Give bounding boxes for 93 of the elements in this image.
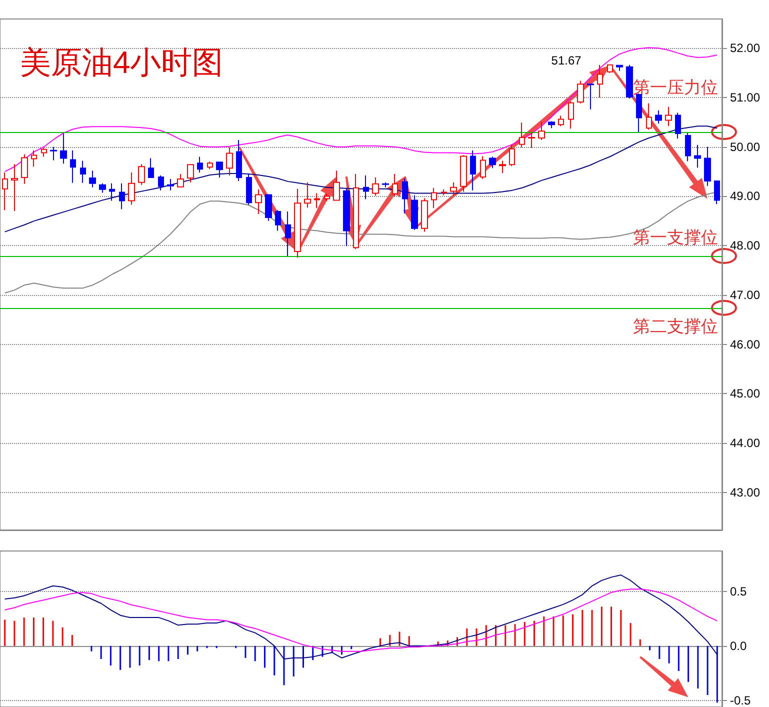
candlestick bbox=[694, 144, 701, 168]
candlestick bbox=[597, 64, 603, 98]
candlestick bbox=[197, 156, 203, 174]
candlestick bbox=[558, 115, 564, 127]
candlestick bbox=[275, 210, 281, 232]
y-tick-label: 52.00 bbox=[730, 41, 760, 56]
candlestick bbox=[167, 178, 174, 191]
candlestick bbox=[285, 211, 291, 256]
candlestick bbox=[372, 176, 379, 196]
annotation: 51.67 bbox=[551, 53, 582, 68]
candlestick bbox=[704, 146, 711, 186]
candlestick bbox=[21, 154, 28, 184]
candlestick bbox=[89, 170, 96, 188]
y-tick-label: 51.00 bbox=[730, 90, 760, 104]
candlestick bbox=[128, 172, 135, 206]
candlestick bbox=[177, 174, 184, 188]
candlestick bbox=[626, 64, 633, 99]
candlestick bbox=[70, 150, 76, 184]
candlestick bbox=[411, 194, 418, 230]
candlestick bbox=[509, 144, 515, 167]
candlestick bbox=[470, 150, 476, 191]
candlestick bbox=[148, 158, 154, 178]
candlestick bbox=[714, 180, 720, 205]
candlestick bbox=[489, 156, 496, 169]
candlestick bbox=[665, 106, 672, 127]
candlestick bbox=[480, 156, 486, 180]
text: 美原油4小时图 bbox=[20, 45, 224, 80]
candlestick bbox=[333, 170, 340, 202]
candlestick bbox=[402, 178, 408, 214]
y-tick-label: 44.00 bbox=[730, 436, 760, 450]
ref-line-label: 第一压力位 bbox=[633, 78, 718, 98]
candlestick bbox=[80, 160, 86, 184]
candlestick bbox=[50, 146, 57, 161]
ref-line-label: 第一支撑位 bbox=[633, 228, 718, 247]
candlestick bbox=[31, 150, 37, 168]
candlestick bbox=[548, 120, 555, 129]
candlestick bbox=[314, 192, 320, 209]
y-tick-label: 43.00 bbox=[730, 485, 760, 500]
candlestick bbox=[226, 146, 233, 176]
candlestick bbox=[109, 182, 115, 202]
candlestick bbox=[431, 187, 437, 209]
candlestick bbox=[655, 110, 662, 124]
candlestick bbox=[187, 164, 194, 183]
candlestick bbox=[158, 175, 164, 191]
candlestick bbox=[616, 64, 623, 72]
candlestick bbox=[499, 160, 506, 174]
y-tick-label: 47.00 bbox=[730, 288, 760, 302]
candlestick bbox=[441, 188, 447, 196]
candlestick bbox=[255, 188, 262, 215]
y-tick-label: -0.5 bbox=[730, 693, 752, 707]
candlestick bbox=[216, 161, 223, 178]
candlestick bbox=[538, 122, 545, 140]
candlestick bbox=[568, 100, 574, 130]
candlestick bbox=[675, 112, 681, 139]
y-tick-label: 48.00 bbox=[730, 238, 760, 253]
candlestick bbox=[528, 132, 535, 148]
candlestick bbox=[450, 182, 457, 196]
candlestick bbox=[519, 122, 525, 148]
ref-line-label: 第二支撑位 bbox=[633, 316, 718, 336]
candlestick bbox=[685, 132, 691, 162]
candlestick bbox=[207, 161, 213, 170]
y-tick-label: 0.5 bbox=[730, 584, 748, 598]
line-series bbox=[4, 574, 718, 660]
candlestick bbox=[304, 182, 311, 208]
candlestick bbox=[236, 139, 242, 182]
candlestick bbox=[294, 188, 301, 258]
candlestick bbox=[138, 164, 145, 186]
candlestick bbox=[343, 188, 350, 247]
candlestick bbox=[460, 154, 467, 192]
y-tick-label: 0.0 bbox=[730, 638, 748, 653]
candlestick bbox=[646, 102, 652, 130]
candlestick bbox=[11, 164, 18, 212]
line-series bbox=[4, 588, 718, 652]
y-tick-label: 45.00 bbox=[730, 386, 760, 401]
candlestick bbox=[60, 133, 67, 164]
candlestick bbox=[392, 174, 398, 197]
candlestick bbox=[246, 174, 252, 206]
candlestick bbox=[353, 174, 359, 250]
candlestick bbox=[587, 83, 594, 110]
candlestick bbox=[41, 147, 47, 158]
candlestick bbox=[382, 182, 389, 188]
candlestick bbox=[119, 182, 125, 210]
candlestick bbox=[363, 175, 369, 200]
candlestick bbox=[99, 182, 106, 194]
candlestick bbox=[324, 193, 330, 202]
candlestick bbox=[265, 194, 272, 222]
candlestick bbox=[577, 80, 584, 104]
y-tick-label: 49.00 bbox=[730, 189, 760, 204]
candlestick bbox=[421, 198, 428, 232]
y-tick-label: 46.00 bbox=[730, 337, 760, 352]
y-tick-label: 50.00 bbox=[730, 140, 760, 154]
line-series bbox=[4, 47, 718, 172]
candlestick bbox=[607, 64, 613, 74]
